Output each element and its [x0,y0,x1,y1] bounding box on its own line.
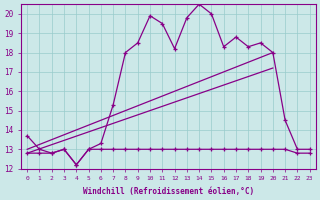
X-axis label: Windchill (Refroidissement éolien,°C): Windchill (Refroidissement éolien,°C) [83,187,254,196]
